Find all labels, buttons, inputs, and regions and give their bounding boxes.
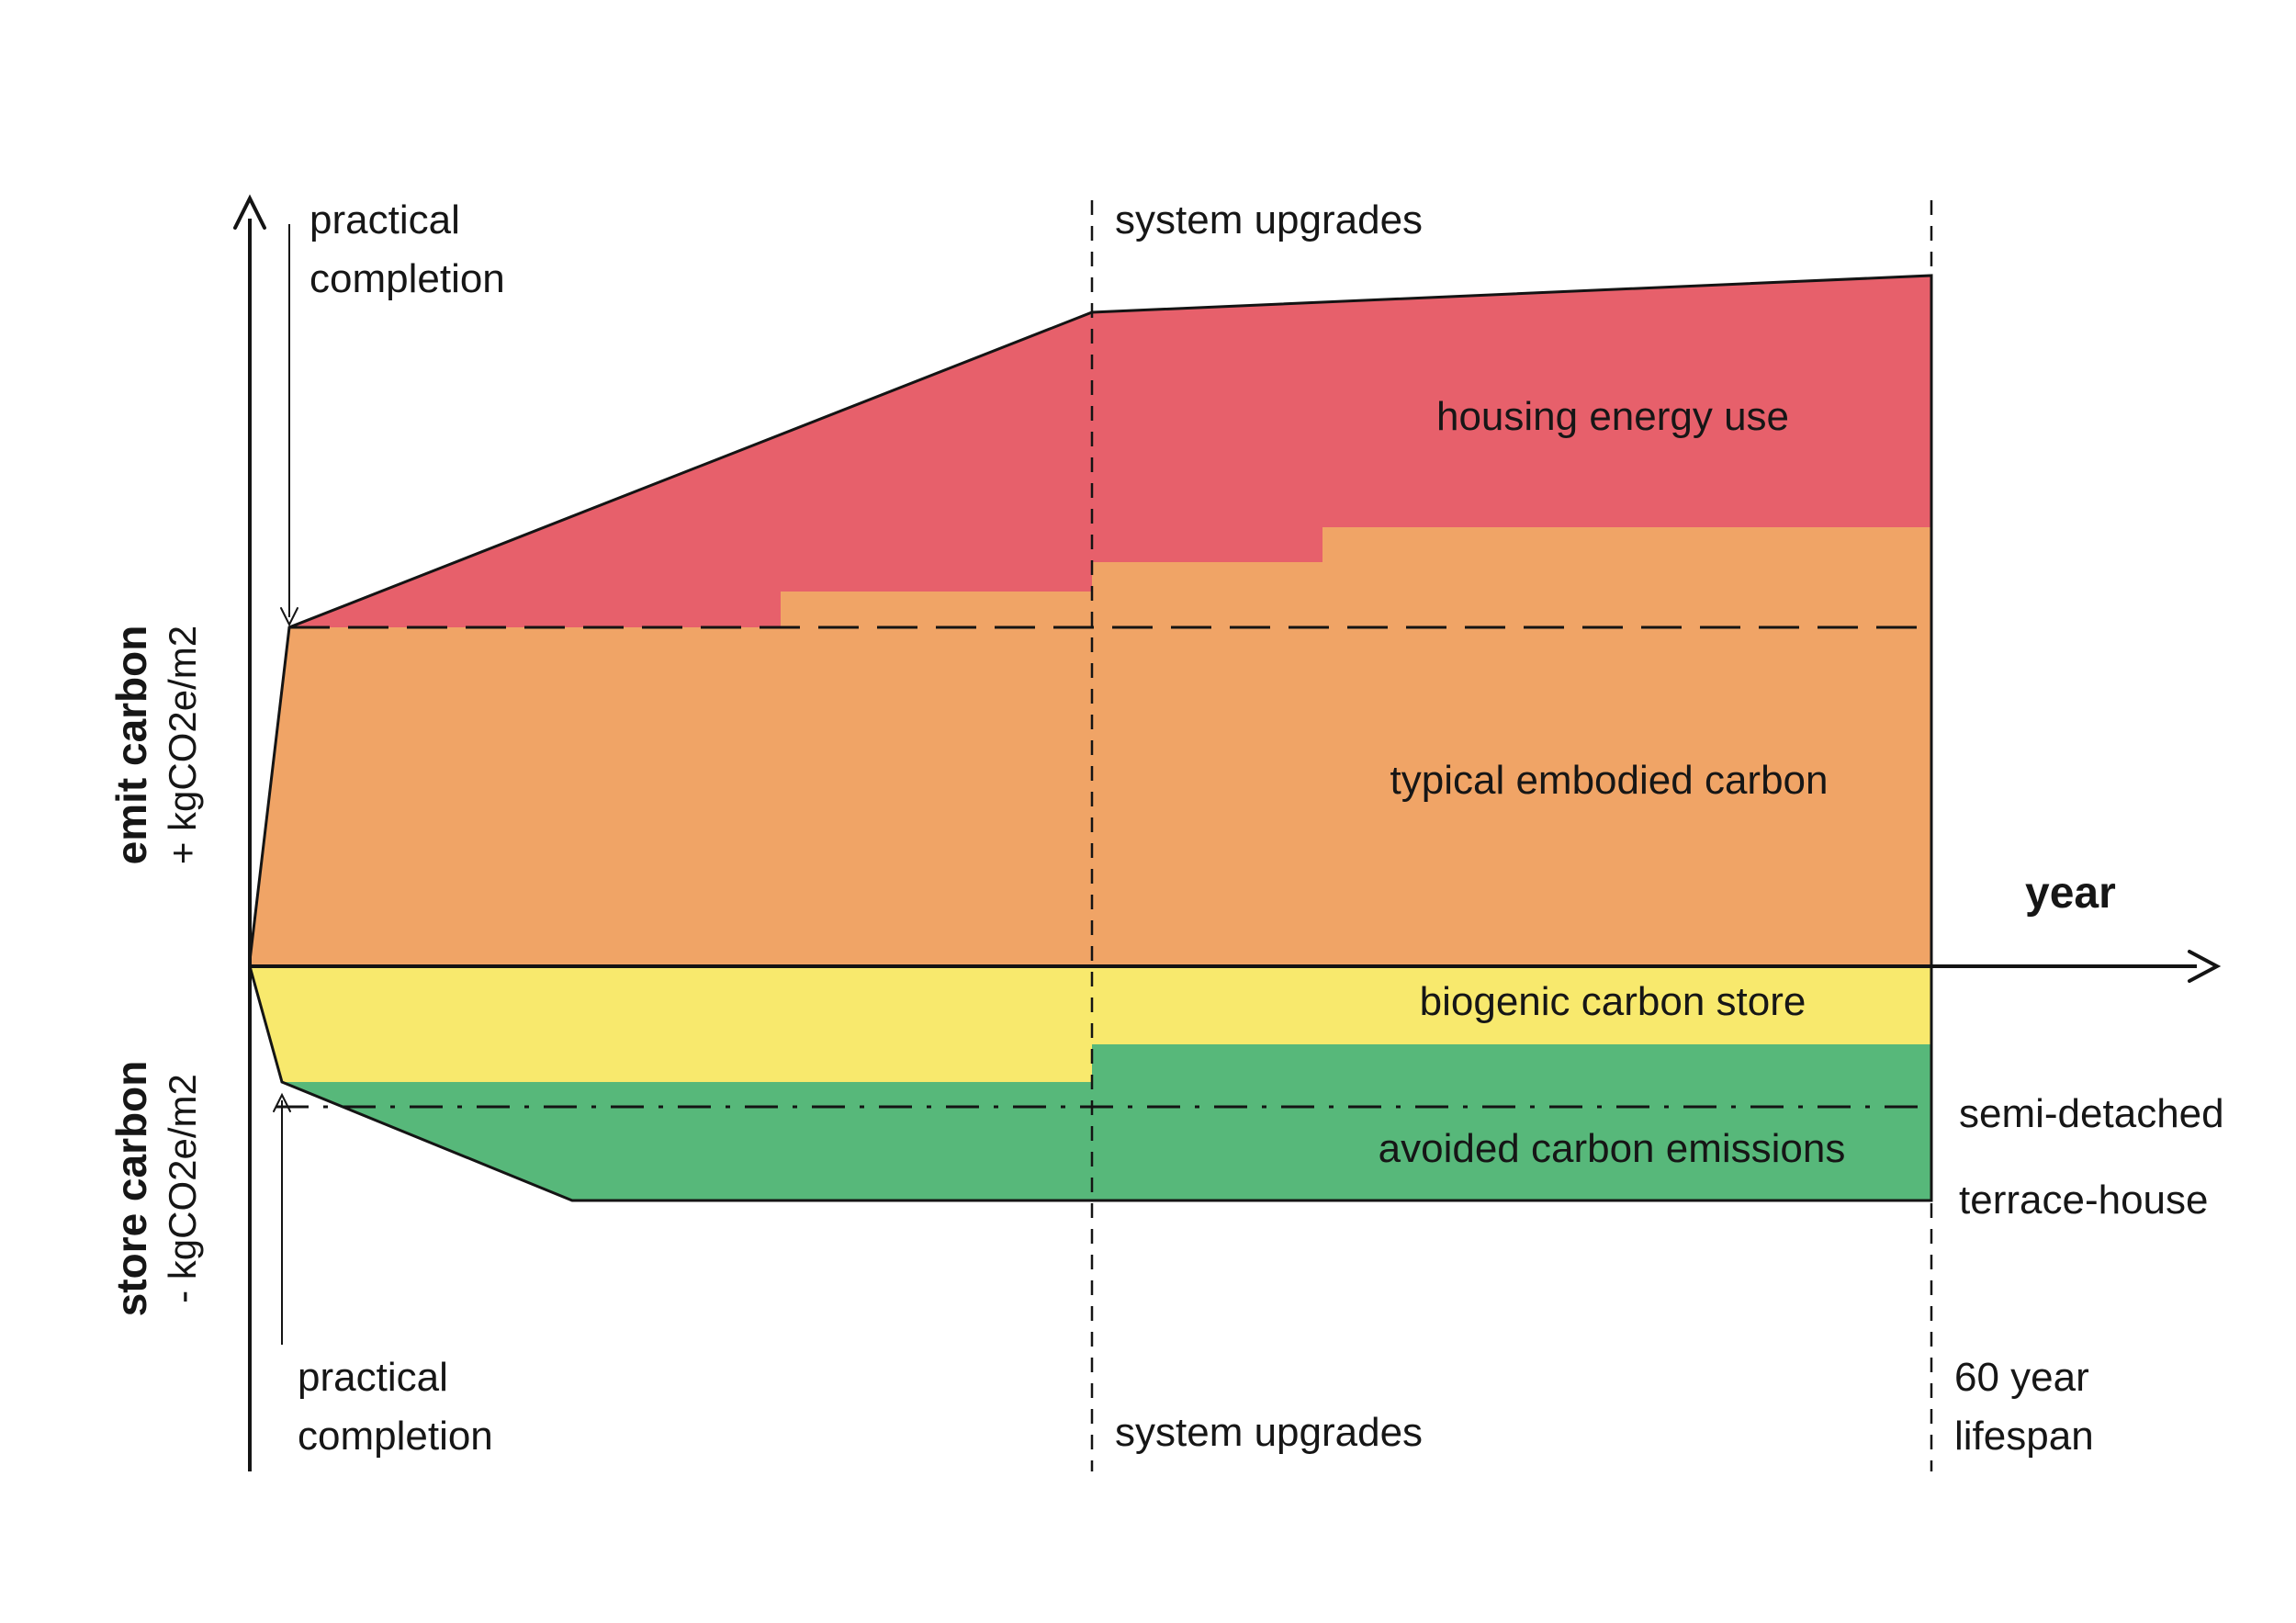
y-axis-arrowhead — [233, 194, 266, 230]
typical-embodied-carbon-label: typical embodied carbon — [1390, 758, 1829, 803]
store-carbon-title: store carbon — [107, 1060, 155, 1317]
chart-areas — [250, 276, 1931, 1200]
emit-carbon-title: emit carbon — [107, 625, 155, 865]
area-avoided-carbon-emissions — [282, 1044, 1931, 1200]
x-axis-title-year: year — [2025, 869, 2116, 918]
y-axis-title-store-carbon: store carbon - kgCO2e/m2 — [105, 996, 208, 1381]
area-typical-embodied-carbon — [250, 527, 1931, 966]
system-upgrades-label-bottom: system upgrades — [1115, 1410, 1424, 1455]
store-carbon-units: - kgCO2e/m2 — [160, 1074, 204, 1303]
figure-outline — [248, 274, 1933, 1202]
semi-detached-label: semi-detached — [1959, 1091, 2224, 1136]
axes — [233, 194, 2222, 1471]
x-axis-arrowhead — [2188, 950, 2222, 983]
area-biogenic-carbon-store — [250, 966, 1931, 1082]
biogenic-carbon-store-label: biogenic carbon store — [1419, 979, 1806, 1024]
emit-carbon-units: + kgCO2e/m2 — [160, 625, 204, 865]
practical-completion-label-bottom: practical completion — [298, 1355, 493, 1459]
figure-outline-path — [248, 274, 1933, 1202]
lifespan-label: 60 year lifespan — [1954, 1355, 2094, 1459]
terrace-house-label: terrace-house — [1959, 1178, 2209, 1223]
avoided-carbon-emissions-label: avoided carbon emissions — [1378, 1126, 1846, 1171]
housing-energy-use-label: housing energy use — [1435, 394, 1790, 439]
y-axis-title-emit-carbon: emit carbon + kgCO2e/m2 — [105, 552, 208, 938]
practical-completion-arrowhead-up — [273, 1092, 291, 1112]
practical-completion-label-top: practical completion — [310, 197, 505, 301]
practical-completion-arrowhead-down — [280, 607, 298, 627]
area-housing-energy-use — [289, 276, 1931, 627]
system-upgrades-label-top: system upgrades — [1115, 197, 1424, 242]
